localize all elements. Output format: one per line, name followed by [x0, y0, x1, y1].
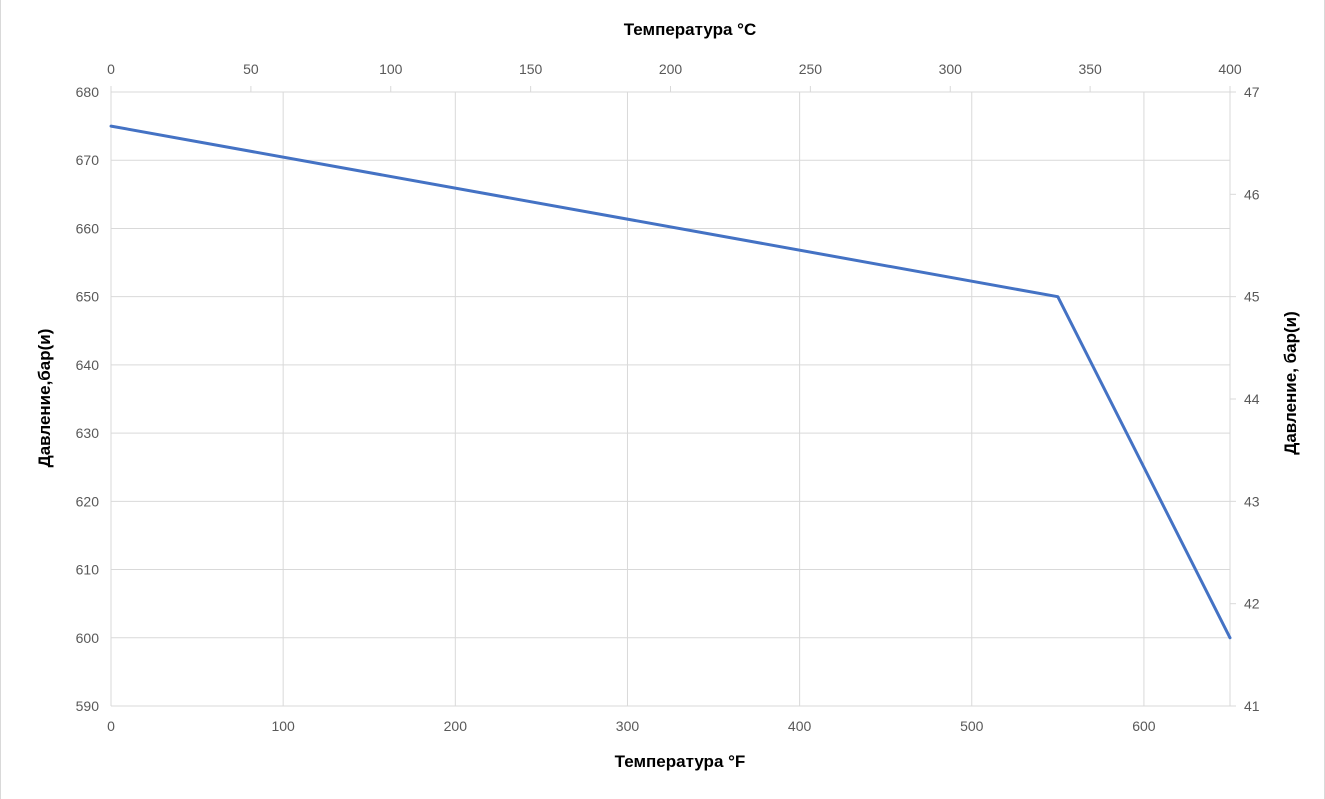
- x2-tick-label: 400: [1218, 61, 1242, 77]
- x-tick-label: 400: [788, 718, 812, 734]
- x2-tick-label: 200: [659, 61, 683, 77]
- grid-layer: [111, 92, 1230, 706]
- y-axis-title: Давление,бар(и): [35, 329, 54, 468]
- x-tick-label: 200: [444, 718, 468, 734]
- x2-tick-label: 300: [939, 61, 963, 77]
- x2-tick-label: 0: [107, 61, 115, 77]
- x-tick-label: 300: [616, 718, 640, 734]
- x2-tick-label: 250: [799, 61, 823, 77]
- series-line: [111, 126, 1230, 638]
- y-tick-label: 680: [76, 84, 100, 100]
- x-tick-label: 100: [271, 718, 295, 734]
- y2-tick-label: 44: [1244, 391, 1260, 407]
- x2-tick-label: 50: [243, 61, 259, 77]
- y-tick-label: 640: [76, 357, 100, 373]
- y2-tick-label: 41: [1244, 698, 1260, 714]
- x-tick-label: 500: [960, 718, 984, 734]
- x-tick-label: 0: [107, 718, 115, 734]
- y2-tick-label: 42: [1244, 596, 1260, 612]
- y2-tick-label: 47: [1244, 84, 1260, 100]
- x-axis-title: Температура °F: [615, 752, 746, 771]
- y-tick-label: 590: [76, 698, 100, 714]
- y-tick-label: 600: [76, 630, 100, 646]
- x-tick-label: 600: [1132, 718, 1156, 734]
- y-tick-label: 660: [76, 220, 100, 236]
- y-tick-label: 670: [76, 152, 100, 168]
- y2-axis-title: Давление, бар(и): [1281, 311, 1300, 455]
- axes-layer: 590 600 610 620 630 640 650 660 670 680 41 42 43 44 45…: [76, 61, 1260, 734]
- y-tick-label: 610: [76, 562, 100, 578]
- series-layer: [111, 126, 1230, 638]
- x2-tick-label: 350: [1078, 61, 1102, 77]
- y-tick-label: 620: [76, 493, 100, 509]
- y2-tick-label: 43: [1244, 493, 1260, 509]
- x2-axis-title: Температура °C: [624, 20, 757, 39]
- x2-tick-label: 150: [519, 61, 543, 77]
- y2-tick-label: 45: [1244, 289, 1260, 305]
- labels-layer: Температура °C Температура °F Давление,б…: [35, 20, 1300, 771]
- y2-tick-label: 46: [1244, 186, 1260, 202]
- x2-tick-label: 100: [379, 61, 403, 77]
- y-tick-label: 630: [76, 425, 100, 441]
- y-tick-label: 650: [76, 289, 100, 305]
